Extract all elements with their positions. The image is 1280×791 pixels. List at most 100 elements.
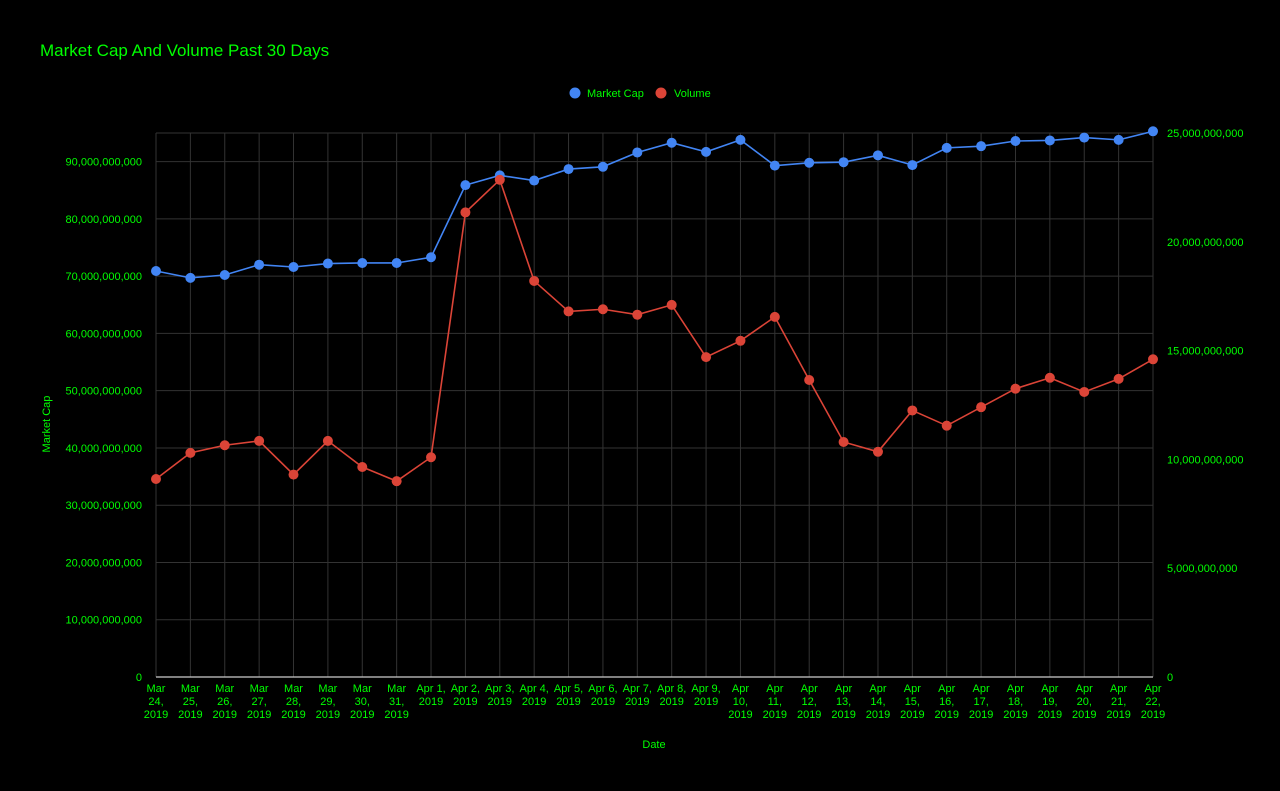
x-tick-label-line: 2019 [1072,709,1096,721]
market-cap-point[interactable] [941,142,952,153]
market-cap-point[interactable] [426,252,437,263]
market-cap-point[interactable] [1148,126,1158,137]
x-tick-label-line: Apr 2, [451,683,480,695]
market-cap-point[interactable] [322,258,333,269]
volume-point[interactable] [391,476,402,487]
volume-point[interactable] [1044,372,1055,383]
x-tick-label-line: 16, [939,696,954,708]
volume-point[interactable] [219,440,230,451]
market-cap-point[interactable] [666,137,677,148]
volume-point[interactable] [1113,373,1124,384]
volume-point[interactable] [735,335,746,346]
x-tick-label-line: 11, [768,696,782,708]
x-tick-label-line: Apr 4, [519,683,548,695]
x-tick-label: Apr 9, 2019 [691,683,720,708]
volume-point[interactable] [907,405,918,416]
volume-point[interactable] [460,207,471,218]
x-tick-label-line: 27, [251,696,266,708]
x-tick-label-line: 25, [183,696,198,708]
x-tick-label-line: 2019 [247,709,271,721]
y-axis-right: 0 5,000,000,000 10,000,000,000 15,000,000,0… [1167,128,1243,684]
x-tick-label-line: Mar [181,683,200,695]
x-tick-label: Apr 4, 2019 [519,683,548,708]
market-cap-point[interactable] [735,134,746,145]
x-tick-label: Apr 22, 2019 [1141,683,1165,721]
x-tick-label-line: 2019 [591,696,615,708]
volume-point[interactable] [529,275,540,286]
volume-point[interactable] [941,420,952,431]
y-right-tick-label: 15,000,000,000 [1167,346,1243,358]
volume-point[interactable] [769,311,780,322]
x-tick-label-line: Apr 8, [657,683,686,695]
market-cap-point[interactable] [254,259,265,270]
x-tick-label-line: Apr 1, [416,683,445,695]
volume-point[interactable] [426,452,437,463]
volume-point[interactable] [1010,383,1021,394]
volume-point[interactable] [666,299,677,310]
market-cap-point[interactable] [769,160,780,171]
market-cap-point[interactable] [701,146,712,157]
market-cap-point[interactable] [907,160,918,171]
volume-point[interactable] [151,473,161,484]
x-tick-label-line: Apr 3, [485,683,514,695]
market-cap-point[interactable] [1010,136,1021,147]
y-right-tick-label: 0 [1167,672,1173,684]
market-cap-point[interactable] [151,266,161,277]
x-tick-label: Apr 18, 2019 [1003,683,1027,721]
market-cap-point[interactable] [838,157,849,168]
x-tick-label: Mar 25, 2019 [178,683,202,721]
y-left-tick-label: 70,000,000,000 [66,271,142,283]
market-cap-point[interactable] [1079,132,1090,143]
market-cap-point[interactable] [219,270,230,281]
volume-point[interactable] [322,435,333,446]
x-tick-label-line: 2019 [728,709,752,721]
x-tick-label: Apr 11, 2019 [763,683,787,721]
volume-point[interactable] [1148,354,1158,365]
legend-label-volume: Volume [674,88,711,100]
legend-marker-volume [655,87,667,99]
market-cap-point[interactable] [563,164,574,175]
market-cap-point[interactable] [185,272,196,283]
volume-point[interactable] [1079,386,1090,397]
volume-point[interactable] [632,309,643,320]
x-tick-label-line: Apr [1144,683,1161,695]
volume-point[interactable] [701,352,712,363]
market-cap-point[interactable] [460,180,471,191]
market-cap-point[interactable] [1044,135,1055,146]
volume-point[interactable] [563,306,574,317]
x-tick-label-line: 28, [286,696,301,708]
volume-point[interactable] [494,174,505,185]
market-cap-point[interactable] [804,157,815,168]
x-tick-label-line: Apr [904,683,921,695]
x-tick-label-line: 2019 [556,696,580,708]
market-cap-point[interactable] [872,150,883,161]
market-cap-point[interactable] [529,175,540,186]
market-cap-point[interactable] [357,257,368,268]
x-tick-label-line: 2019 [178,709,202,721]
volume-point[interactable] [872,446,883,457]
volume-point[interactable] [838,436,849,447]
volume-point[interactable] [804,374,815,385]
volume-point[interactable] [597,304,608,315]
x-tick-label-line: 2019 [625,696,649,708]
volume-point[interactable] [185,447,196,458]
volume-point[interactable] [254,435,265,446]
volume-point[interactable] [357,462,368,473]
x-tick-label-line: 19, [1042,696,1057,708]
market-cap-point[interactable] [597,161,608,172]
volume-point[interactable] [976,402,987,413]
x-tick-label-line: 10, [733,696,748,708]
x-tick-label-line: 2019 [934,709,958,721]
market-cap-point[interactable] [632,147,643,158]
x-tick-label-line: Apr [1007,683,1024,695]
market-cap-point[interactable] [391,257,402,268]
market-cap-point[interactable] [976,141,987,152]
x-tick-label-line: Apr 5, [554,683,583,695]
x-tick-label-line: 2019 [522,696,546,708]
x-tick-label: Mar 24, 2019 [144,683,168,721]
market-cap-point[interactable] [288,261,299,272]
market-cap-point[interactable] [1113,134,1124,145]
chart-title: Market Cap And Volume Past 30 Days [40,41,329,60]
volume-point[interactable] [288,469,299,480]
x-tick-label-line: Mar [147,683,166,695]
